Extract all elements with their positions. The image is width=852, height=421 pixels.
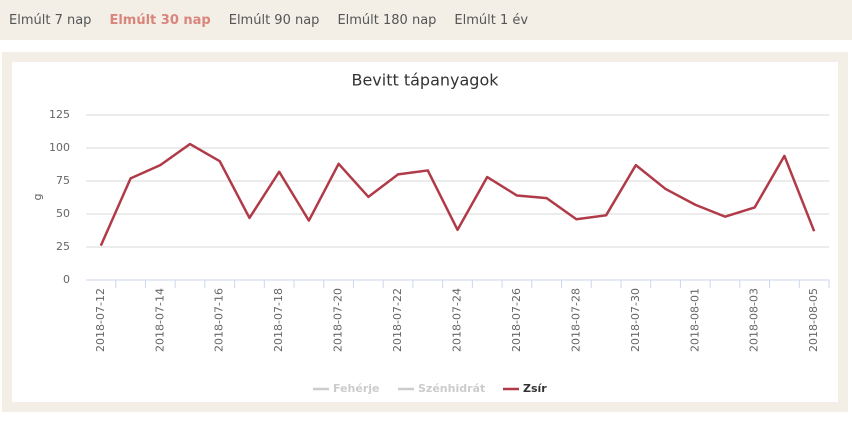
tab[interactable]: Elmúlt 180 nap (337, 12, 437, 28)
legend-label[interactable]: Zsír (523, 382, 547, 395)
x-tick-label: 2018-07-28 (569, 288, 582, 352)
legend-label[interactable]: Fehérje (333, 382, 379, 395)
legend-label[interactable]: Szénhidrát (418, 382, 485, 395)
y-tick-label: 125 (49, 108, 70, 121)
x-tick-label: 2018-07-12 (94, 288, 107, 352)
y-tick-label: 50 (56, 207, 70, 220)
x-tick-label: 2018-07-26 (510, 288, 523, 352)
y-tick-label: 0 (63, 273, 70, 286)
line-series (99, 142, 816, 247)
tab[interactable]: Elmúlt 30 nap (109, 12, 211, 28)
tab[interactable]: Elmúlt 90 nap (228, 12, 320, 28)
x-tick-label: 2018-07-16 (213, 288, 226, 352)
x-tick-label: 2018-08-05 (807, 288, 820, 352)
x-tick-label: 2018-07-24 (451, 288, 464, 352)
y-axis-label: g (31, 194, 44, 201)
x-tick-label: 2018-07-30 (629, 288, 642, 352)
x-tick-label: 2018-07-20 (332, 288, 345, 352)
tab[interactable]: Elmúlt 1 év (454, 12, 529, 28)
chart-background (12, 62, 838, 402)
y-tick-label: 100 (49, 141, 70, 154)
x-tick-label: 2018-08-01 (688, 288, 701, 352)
x-tick-label: 2018-07-18 (272, 288, 285, 352)
x-tick-label: 2018-08-03 (748, 288, 761, 352)
x-tick-label: 2018-07-22 (391, 288, 404, 352)
x-tick-label: 2018-07-14 (153, 288, 166, 352)
chart-title: Bevitt tápanyagok (351, 71, 499, 90)
y-tick-label: 25 (56, 240, 70, 253)
y-tick-label: 75 (56, 174, 70, 187)
tab-bar: Elmúlt 7 nap Elmúlt 30 nap Elmúlt 90 nap El… (0, 0, 852, 40)
tab[interactable]: Elmúlt 7 nap (9, 12, 92, 28)
